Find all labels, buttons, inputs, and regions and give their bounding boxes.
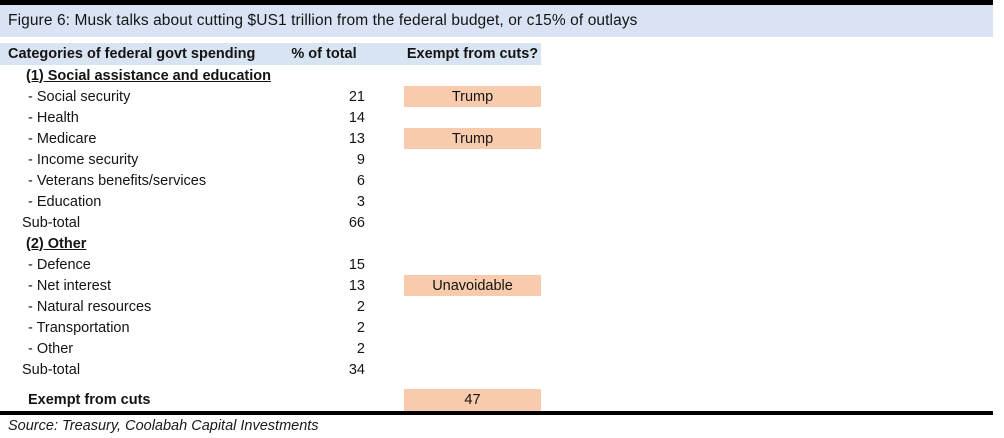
table-row-defence: - Defence 15 [0,254,541,275]
row-exempt-cell [404,233,541,254]
row-value: 2 [356,340,365,357]
row-value: 2 [356,298,365,315]
row-label: - Medicare [28,130,97,147]
row-value: 21 [348,88,365,105]
row-exempt-cell [404,107,541,128]
exempt-total-badge: 47 [404,388,541,411]
table-row-medicare: - Medicare 13 Trump [0,128,541,149]
subtotal-value: 66 [348,214,365,231]
table-row-exempt-total: Exempt from cuts 47 [0,388,541,411]
figure-title: Figure 6: Musk talks about cutting $US1 … [8,12,638,29]
subtotal-label: Sub-total [22,214,81,231]
top-border-rule [0,0,993,5]
row-label: - Health [28,109,79,126]
row-value: 15 [348,256,365,273]
row-value: 13 [348,277,365,294]
row-exempt-cell [404,254,541,275]
table-row-section-2: (2) Other [0,233,541,254]
total-label: Exempt from cuts [28,391,151,408]
table-row-veterans: - Veterans benefits/services 6 [0,170,541,191]
table-row-social-security: - Social security 21 Trump [0,86,541,107]
table-row-net-interest: - Net interest 13 Unavoidable [0,275,541,296]
row-value: 13 [348,130,365,147]
row-exempt-cell: Trump [404,86,541,107]
exempt-badge: Trump [404,86,541,107]
table-row-education: - Education 3 [0,191,541,212]
exempt-badge: Trump [404,128,541,149]
row-label: - Veterans benefits/services [28,172,207,189]
table-row-subtotal-1: Sub-total 66 [0,212,541,233]
row-exempt-cell [404,191,541,212]
row-exempt-cell [404,65,541,86]
row-label: - Defence [28,256,91,273]
row-value: 14 [348,109,365,126]
row-exempt-cell: Trump [404,128,541,149]
spending-table: Categories of federal govt spending % of… [0,43,541,411]
row-label: - Education [28,193,102,210]
figure-title-bar: Figure 6: Musk talks about cutting $US1 … [0,5,993,37]
row-exempt-cell: Unavoidable [404,275,541,296]
table-row-natural-resources: - Natural resources 2 [0,296,541,317]
table-row-health: - Health 14 [0,107,541,128]
row-value: 2 [356,319,365,336]
row-exempt-cell: 47 [404,388,541,411]
row-exempt-cell [404,212,541,233]
row-value: 3 [356,193,365,210]
exempt-badge: Unavoidable [404,275,541,296]
table-row-income-security: - Income security 9 [0,149,541,170]
subtotal-value: 34 [348,361,365,378]
col-header-categories: Categories of federal govt spending [8,46,256,62]
table-row-other: - Other 2 [0,338,541,359]
row-value: 6 [356,172,365,189]
bottom-border-rule [0,411,993,415]
row-label: - Income security [28,151,139,168]
table-header-row: Categories of federal govt spending % of… [0,43,541,65]
section-label: (1) Social assistance and education [26,67,271,84]
table-row-transportation: - Transportation 2 [0,317,541,338]
row-label: - Social security [28,88,131,105]
section-label: (2) Other [26,235,87,252]
col-header-exempt: Exempt from cuts? [406,46,539,62]
row-exempt-cell [404,317,541,338]
row-exempt-cell [404,338,541,359]
row-label: - Other [28,340,74,357]
row-value: 9 [356,151,365,168]
row-label: - Transportation [28,319,130,336]
source-note: Source: Treasury, Coolabah Capital Inves… [8,418,319,434]
row-label: - Net interest [28,277,111,294]
subtotal-label: Sub-total [22,361,81,378]
row-exempt-cell [404,359,541,380]
row-label: - Natural resources [28,298,152,315]
table-row-section-1: (1) Social assistance and education [0,65,541,86]
col-header-pct-of-total: % of total [291,46,357,62]
row-exempt-cell [404,149,541,170]
table-row-subtotal-2: Sub-total 34 [0,359,541,380]
row-exempt-cell [404,170,541,191]
row-exempt-cell [404,296,541,317]
